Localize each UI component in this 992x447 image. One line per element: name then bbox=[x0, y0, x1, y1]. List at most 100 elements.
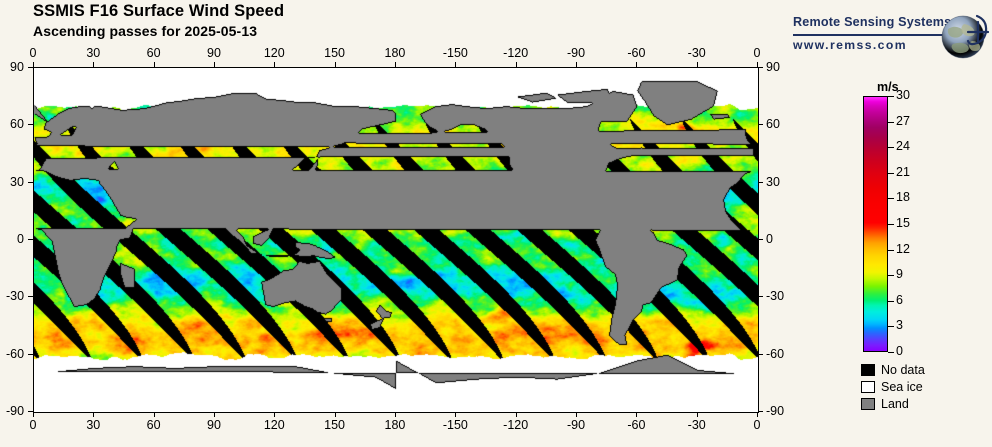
colorbar-tick bbox=[888, 275, 894, 277]
colorbar-tick bbox=[888, 249, 894, 251]
legend-swatch bbox=[861, 381, 875, 393]
x-axis-label-bottom: 0 bbox=[753, 418, 761, 432]
y-axis-label-left: -90 bbox=[6, 404, 25, 418]
y-tick bbox=[758, 411, 763, 412]
x-axis-label-top: -90 bbox=[567, 46, 586, 60]
colorbar-tick bbox=[888, 300, 894, 302]
x-axis-label-bottom: -90 bbox=[567, 418, 586, 432]
legend-label: Land bbox=[881, 397, 909, 411]
colorbar-tick-label: 30 bbox=[896, 88, 910, 102]
x-axis-label-top: -120 bbox=[503, 46, 529, 60]
x-axis-label-bottom: 150 bbox=[324, 418, 346, 432]
x-tick bbox=[515, 412, 517, 417]
y-axis-label-left: -30 bbox=[6, 289, 25, 304]
y-axis-label-right: 90 bbox=[766, 60, 780, 74]
x-tick bbox=[395, 62, 396, 67]
x-axis-label-top: 150 bbox=[324, 46, 346, 60]
x-tick bbox=[576, 412, 577, 417]
wind-speed-map bbox=[33, 67, 759, 413]
y-axis-label-right: -60 bbox=[766, 346, 785, 361]
y-tick bbox=[758, 353, 763, 355]
x-tick bbox=[515, 62, 517, 67]
y-axis-label-right: 60 bbox=[766, 117, 780, 132]
y-axis-label-right: 0 bbox=[766, 232, 773, 246]
x-axis-label-top: 90 bbox=[207, 46, 221, 60]
x-tick bbox=[153, 412, 155, 417]
y-tick bbox=[758, 239, 763, 240]
x-axis-label-top: -60 bbox=[627, 46, 646, 60]
y-tick bbox=[28, 411, 33, 412]
colorbar-tick-label: 21 bbox=[896, 164, 910, 179]
colorbar-tick bbox=[888, 96, 894, 97]
x-axis-label-top: 0 bbox=[753, 46, 761, 60]
x-axis-label-bottom: 180 bbox=[384, 418, 406, 432]
x-tick bbox=[757, 62, 758, 67]
colorbar-tick bbox=[888, 172, 894, 174]
y-tick bbox=[758, 181, 763, 183]
colorbar-unit-label: m/s bbox=[877, 80, 899, 94]
legend-swatch bbox=[861, 364, 875, 376]
x-axis-label-top: 180 bbox=[384, 46, 406, 60]
x-tick bbox=[33, 62, 34, 67]
x-axis-label-bottom: 120 bbox=[263, 418, 285, 432]
x-axis-label-bottom: 60 bbox=[146, 418, 161, 432]
x-tick bbox=[696, 412, 698, 417]
colorbar-tick-label: 27 bbox=[896, 113, 910, 128]
x-tick bbox=[274, 412, 276, 417]
x-tick bbox=[395, 412, 396, 417]
x-axis-label-bottom: 0 bbox=[29, 418, 37, 432]
x-axis-label-top: -30 bbox=[687, 46, 706, 60]
x-tick bbox=[334, 62, 336, 67]
legend-item: No data bbox=[861, 362, 925, 378]
y-axis-label-left: 30 bbox=[10, 174, 24, 189]
legend-item: Sea ice bbox=[861, 379, 925, 395]
x-axis-label-top: -150 bbox=[442, 46, 468, 60]
remss-logo[interactable]: Remote Sensing Systems www.remss.com bbox=[793, 12, 990, 64]
x-tick bbox=[636, 62, 638, 67]
x-tick bbox=[93, 62, 95, 67]
x-axis-label-bottom: -120 bbox=[503, 418, 529, 432]
x-tick bbox=[274, 62, 276, 67]
x-tick bbox=[93, 412, 95, 417]
x-axis-label-bottom: -150 bbox=[442, 418, 468, 432]
x-tick bbox=[214, 62, 215, 67]
y-tick bbox=[758, 67, 763, 68]
logo-company-name: Remote Sensing Systems bbox=[793, 15, 952, 29]
map-legend: No data Sea ice Land bbox=[861, 362, 925, 413]
colorbar-tick-label: 0 bbox=[896, 344, 903, 358]
x-tick bbox=[214, 412, 215, 417]
x-axis-label-top: 0 bbox=[29, 46, 37, 60]
colorbar-tick bbox=[888, 121, 894, 123]
x-tick bbox=[33, 412, 34, 417]
x-tick bbox=[334, 412, 336, 417]
legend-item: Land bbox=[861, 396, 925, 412]
page-title: SSMIS F16 Surface Wind Speed bbox=[33, 2, 285, 20]
x-tick bbox=[696, 62, 698, 67]
title-block: SSMIS F16 Surface Wind Speed Ascending p… bbox=[33, 2, 284, 40]
y-axis-label-left: 90 bbox=[10, 60, 24, 74]
colorbar-tick bbox=[888, 326, 894, 328]
x-tick bbox=[636, 412, 638, 417]
x-tick bbox=[455, 62, 457, 67]
x-tick bbox=[153, 62, 155, 67]
y-tick bbox=[28, 67, 33, 68]
x-tick bbox=[757, 412, 758, 417]
colorbar-tick bbox=[888, 147, 894, 149]
x-axis-label-bottom: -30 bbox=[687, 418, 706, 432]
legend-label: No data bbox=[881, 363, 925, 377]
x-axis-label-top: 30 bbox=[86, 46, 101, 60]
colorbar-tick bbox=[888, 224, 894, 225]
y-tick bbox=[28, 239, 33, 240]
y-axis-label-left: -60 bbox=[6, 346, 25, 361]
y-axis-label-left: 0 bbox=[17, 232, 24, 246]
x-axis-label-bottom: 90 bbox=[207, 418, 221, 432]
legend-label: Sea ice bbox=[881, 380, 923, 394]
y-axis-label-right: -30 bbox=[766, 289, 785, 304]
colorbar-tick-label: 18 bbox=[896, 190, 910, 205]
x-axis-label-bottom: -60 bbox=[627, 418, 646, 432]
colorbar-gradient bbox=[863, 96, 888, 352]
colorbar-tick-label: 15 bbox=[896, 216, 910, 230]
y-tick bbox=[28, 124, 33, 126]
y-tick bbox=[758, 296, 763, 298]
colorbar-tick-label: 24 bbox=[896, 139, 910, 154]
